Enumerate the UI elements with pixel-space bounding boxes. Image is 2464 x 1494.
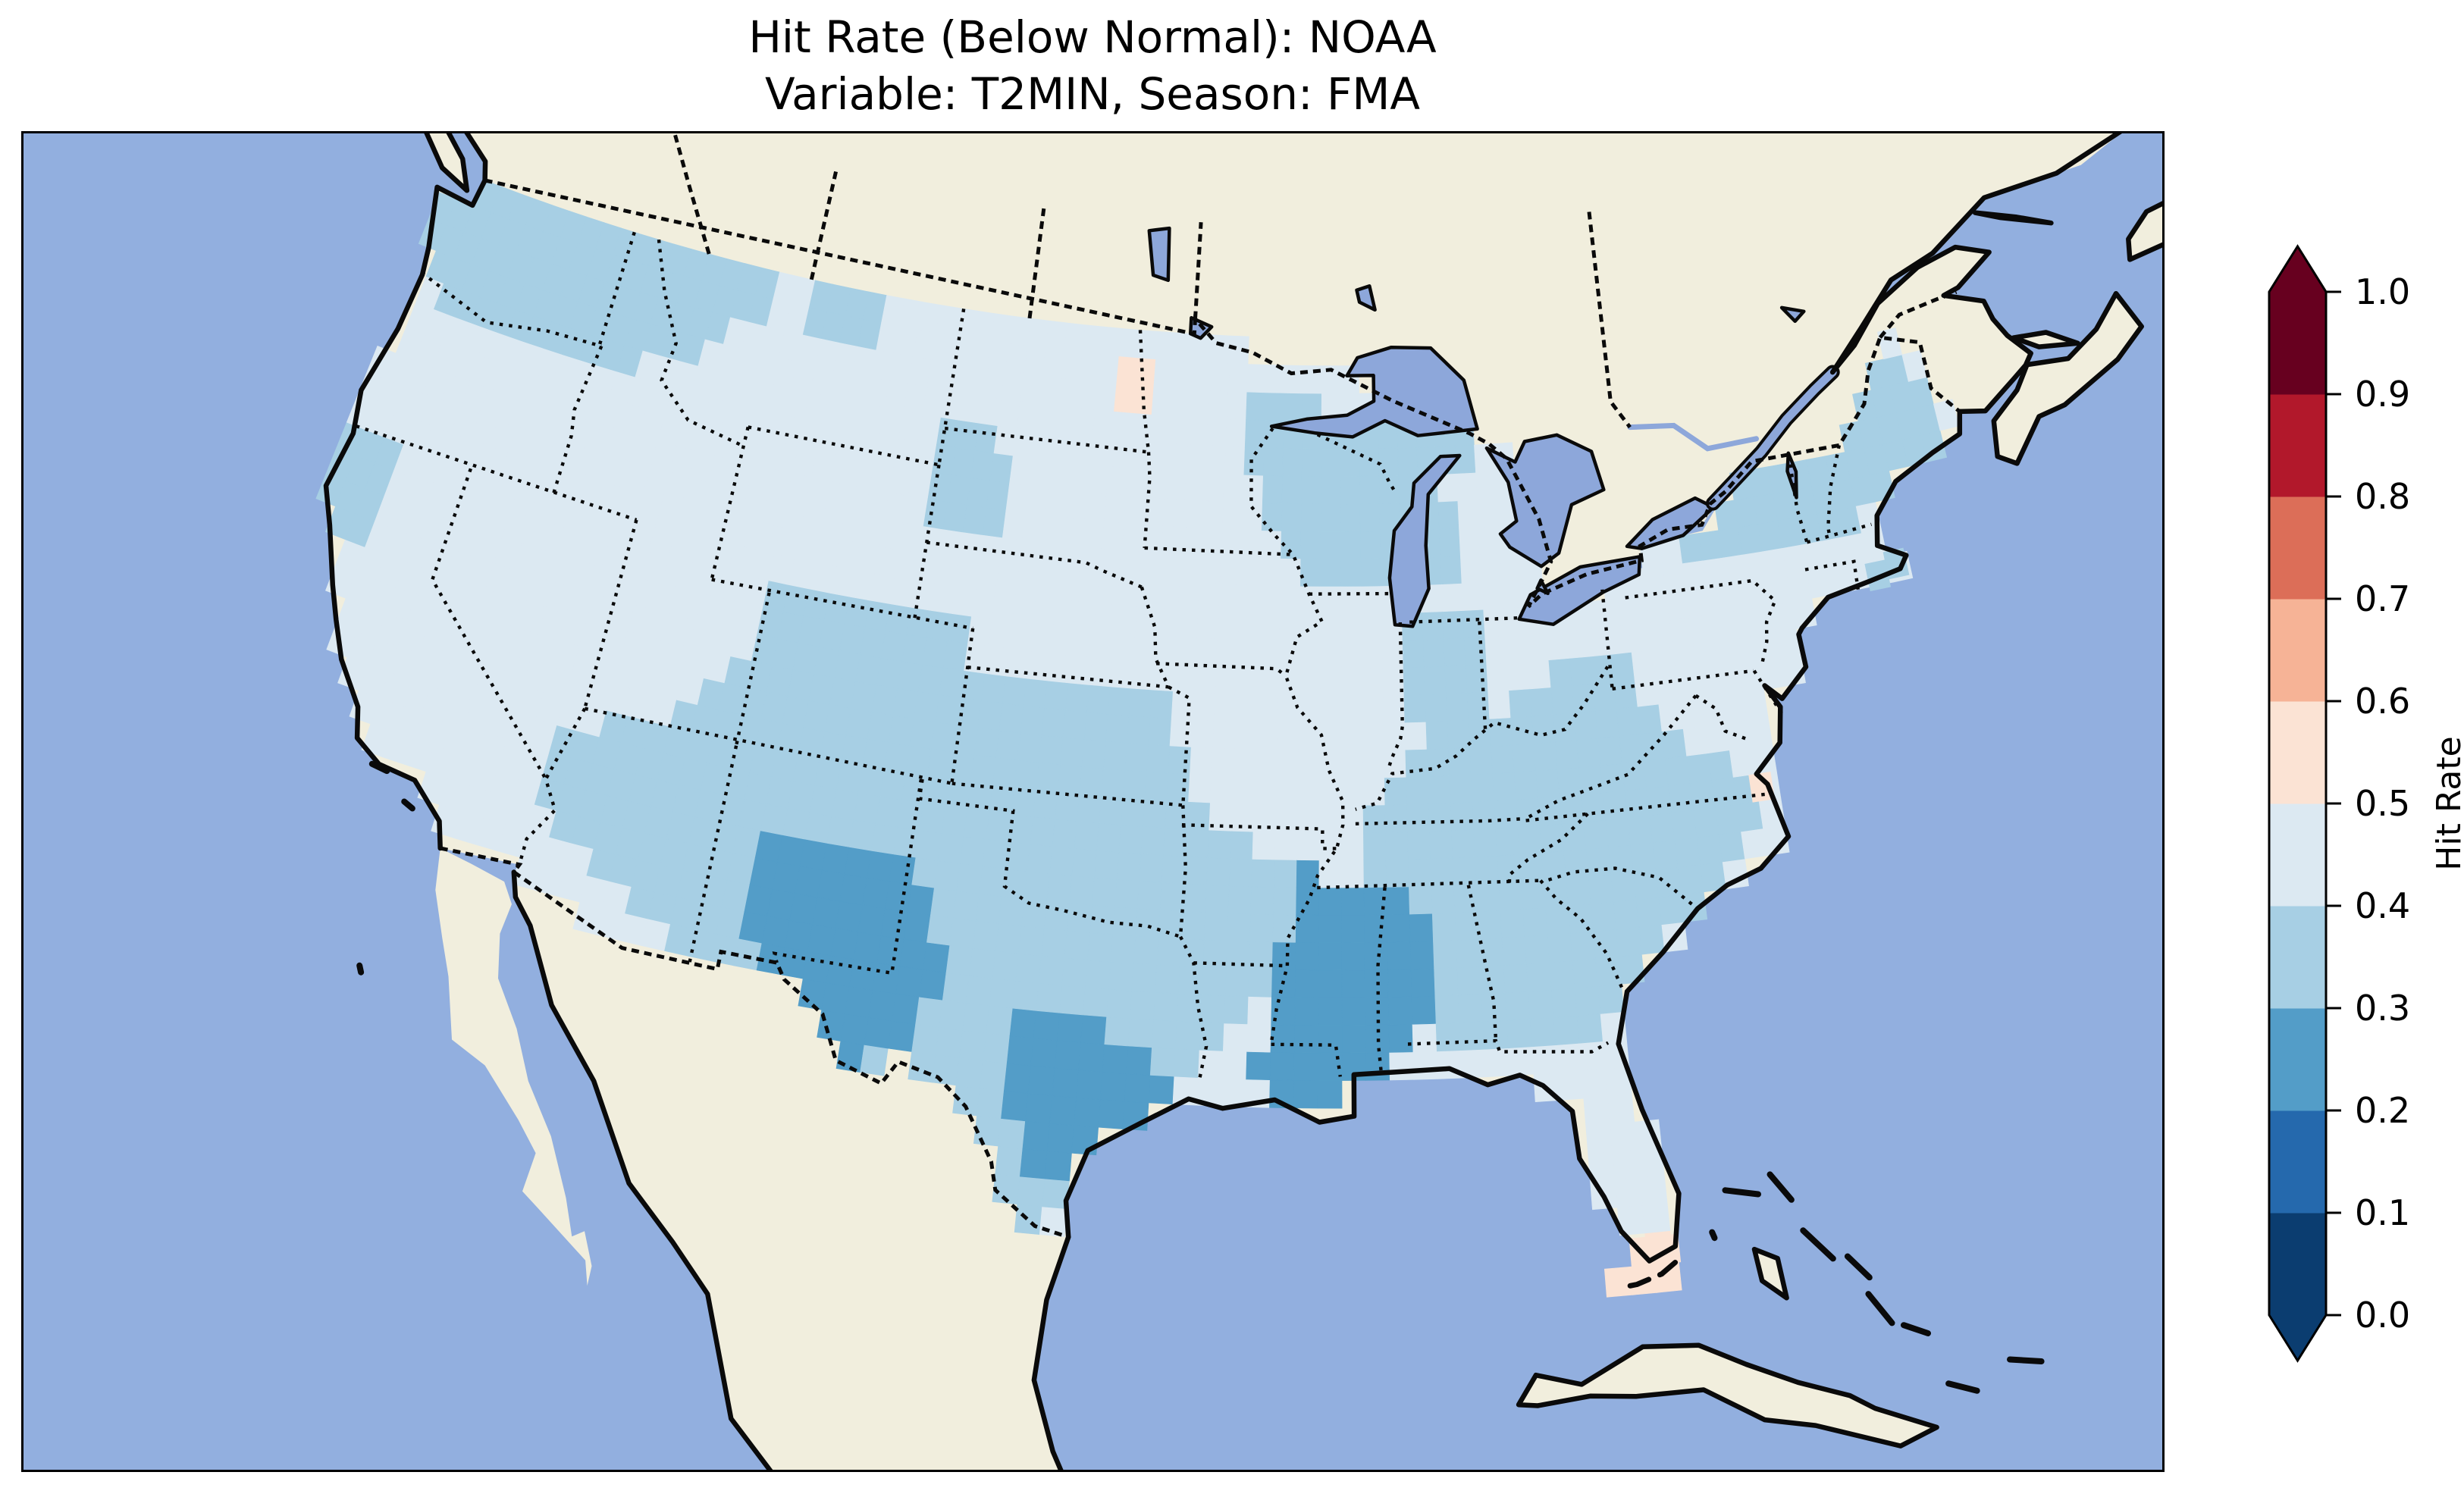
title-line-2: Variable: T2MIN, Season: FMA (764, 68, 1421, 121)
colorbar-tick-label: 0.6 (2355, 681, 2410, 722)
map-frame (21, 131, 2165, 1472)
state-borders (356, 231, 1872, 1082)
colorbar-bins (2269, 246, 2326, 1361)
colorbar-tick-label: 0.1 (2355, 1192, 2410, 1233)
colorbar-tick-label: 0.4 (2355, 885, 2410, 926)
colorbar-tick-label: 0.7 (2355, 578, 2410, 619)
colorbar-axis-label: Hit Rate (2430, 736, 2464, 870)
us-data-cells (315, 180, 1960, 1298)
colorbar-ticks: 0.0 0.1 0.2 0.3 0.4 0.5 0.6 0.7 0.8 0.9 1.0 (2326, 271, 2410, 1336)
colorbar-tick-label: 1.0 (2355, 271, 2410, 312)
title-line-1: Hit Rate (Below Normal): NOAA (748, 11, 1437, 63)
coastlines (323, 133, 2162, 1470)
colorbar-tick-label: 0.3 (2355, 988, 2410, 1029)
colorbar-tick-label: 0.9 (2355, 374, 2410, 415)
colorbar-tick-label: 0.2 (2355, 1090, 2410, 1131)
colorbar-tick-label: 0.5 (2355, 783, 2410, 824)
colorbar-tick-label: 0.0 (2355, 1295, 2410, 1336)
figure-title: Hit Rate (Below Normal): NOAA Variable: … (748, 9, 1436, 124)
map-canvas (24, 133, 2162, 1470)
colorbar: 0.0 0.1 0.2 0.3 0.4 0.5 0.6 0.7 0.8 0.9 1.0 Hit Ra… (2268, 244, 2464, 1363)
colorbar-tick-label: 0.8 (2355, 476, 2410, 517)
